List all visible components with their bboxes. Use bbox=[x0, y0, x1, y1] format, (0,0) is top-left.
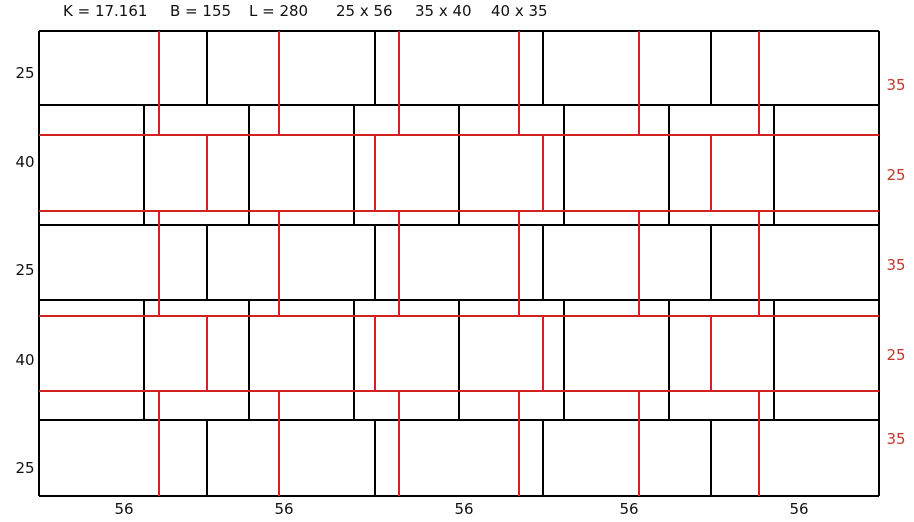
bottom-column-width-label: 56 bbox=[274, 500, 293, 518]
bottom-column-width-label: 56 bbox=[114, 500, 133, 518]
left-row-height-label: 25 bbox=[15, 261, 34, 279]
bottom-column-width-label: 56 bbox=[789, 500, 808, 518]
right-row-height-label: 35 bbox=[886, 256, 905, 274]
left-row-height-label: 25 bbox=[15, 459, 34, 477]
red-grid bbox=[39, 31, 879, 496]
right-row-height-label: 35 bbox=[886, 76, 905, 94]
header-l: L = 280 bbox=[249, 2, 309, 20]
bottom-column-width-label: 56 bbox=[619, 500, 638, 518]
dimension-labels: 25 40 25 40 25 35 25 35 25 35 56 56 56 56 56 bbox=[15, 64, 905, 518]
header-size-b: 35 x 40 bbox=[415, 2, 472, 20]
black-grid bbox=[38, 30, 880, 497]
header-size-c: 40 x 35 bbox=[491, 2, 548, 20]
right-row-height-label: 35 bbox=[886, 430, 905, 448]
header-size-a: 25 x 56 bbox=[336, 2, 393, 20]
right-row-height-label: 25 bbox=[886, 346, 905, 364]
header-k: K = 17.161 bbox=[63, 2, 148, 20]
left-row-height-label: 25 bbox=[15, 64, 34, 82]
left-row-height-label: 40 bbox=[15, 351, 34, 369]
bottom-column-width-label: 56 bbox=[454, 500, 473, 518]
right-row-height-label: 25 bbox=[886, 166, 905, 184]
header-b: B = 155 bbox=[170, 2, 232, 20]
left-row-height-label: 40 bbox=[15, 153, 34, 171]
